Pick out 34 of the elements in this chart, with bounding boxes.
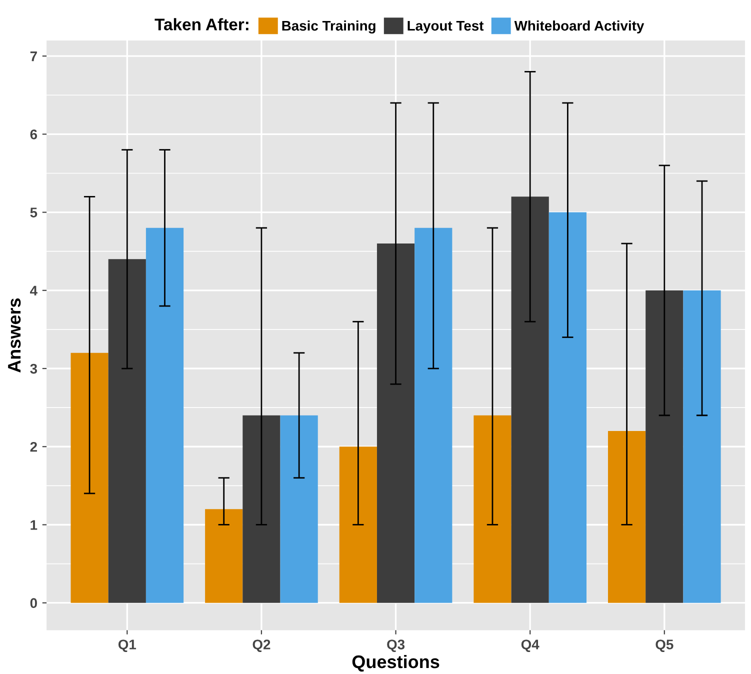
- legend-label: Basic Training: [282, 20, 376, 34]
- bar: [146, 228, 184, 603]
- y-tick-label: 5: [30, 208, 38, 218]
- y-tick-label: 7: [30, 52, 37, 62]
- bar: [280, 415, 318, 603]
- x-tick-label: Q1: [118, 640, 136, 652]
- x-tick-label: Q5: [656, 640, 674, 652]
- bar: [646, 290, 684, 603]
- bar: [548, 212, 586, 603]
- bar: [474, 415, 512, 603]
- legend-title: Taken After:: [154, 18, 248, 30]
- legend-label: Whiteboard Activity: [514, 20, 644, 34]
- y-tick-label: 0: [30, 598, 37, 608]
- bar: [376, 244, 415, 603]
- y-tick-label: 3: [30, 364, 38, 374]
- x-tick-label: Q2: [252, 640, 270, 652]
- y-tick-label: 6: [30, 130, 38, 140]
- x-tick-label: Q3: [387, 640, 405, 652]
- y-tick-label: 2: [30, 442, 37, 452]
- x-axis-title: Questions: [352, 654, 440, 672]
- bar: [608, 431, 646, 603]
- y-axis-title: Answers: [8, 298, 21, 372]
- bar: [339, 446, 377, 603]
- bar: [242, 415, 280, 603]
- bar: [414, 228, 452, 603]
- legend-label: Layout Test: [408, 21, 484, 34]
- bar: [108, 259, 146, 603]
- bar: [511, 196, 549, 603]
- bar: [205, 509, 243, 603]
- bar: [683, 290, 721, 603]
- y-tick-label: 1: [30, 520, 38, 530]
- x-tick-label: Q4: [521, 640, 540, 652]
- bar: [70, 352, 108, 603]
- y-tick-label: 4: [30, 286, 38, 296]
